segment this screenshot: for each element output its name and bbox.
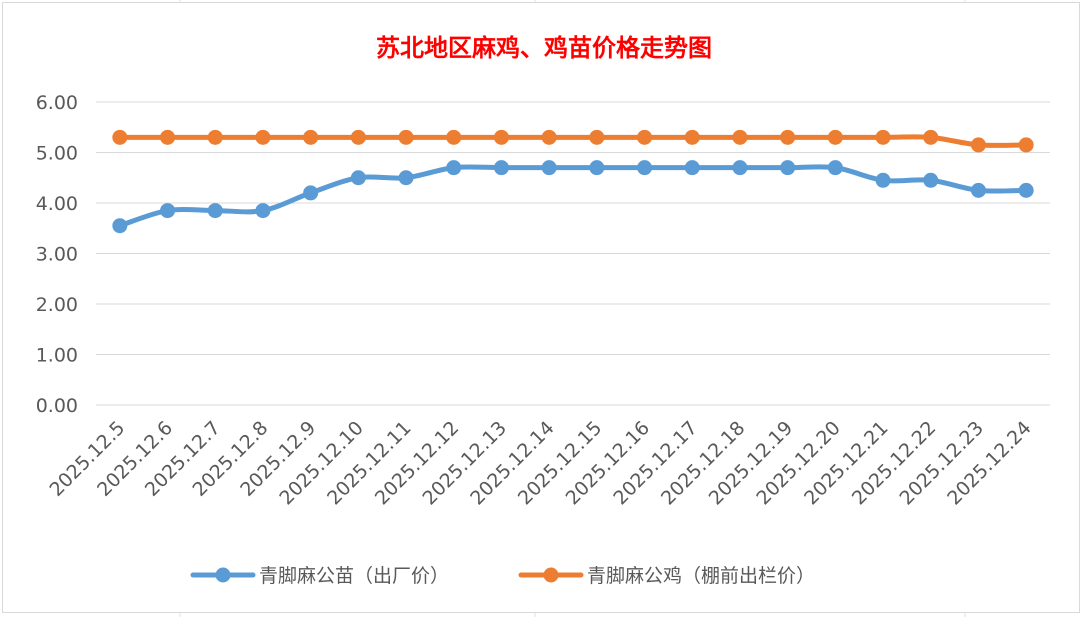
legend[interactable]: 青脚麻公苗（出厂价） 青脚麻公鸡（棚前出栏价） bbox=[190, 565, 815, 587]
data-point[interactable] bbox=[398, 129, 414, 145]
legend-swatch-marker bbox=[215, 567, 231, 583]
data-point[interactable] bbox=[637, 129, 653, 145]
y-tick-label: 2.00 bbox=[36, 294, 78, 316]
data-point[interactable] bbox=[207, 203, 223, 219]
y-tick-label: 3.00 bbox=[36, 244, 78, 266]
data-point[interactable] bbox=[350, 129, 366, 145]
data-point[interactable] bbox=[255, 203, 271, 219]
data-point[interactable] bbox=[684, 129, 700, 145]
legend-item-1[interactable]: 青脚麻公鸡（棚前出栏价） bbox=[518, 565, 815, 587]
series-layer bbox=[112, 129, 1034, 234]
data-point[interactable] bbox=[112, 218, 128, 234]
y-tick-label: 6.00 bbox=[36, 92, 78, 114]
data-point[interactable] bbox=[780, 160, 796, 176]
data-point[interactable] bbox=[493, 129, 509, 145]
data-point[interactable] bbox=[112, 129, 128, 145]
legend-item-0[interactable]: 青脚麻公苗（出厂价） bbox=[190, 565, 449, 587]
y-axis-ticks: 0.00 1.00 2.00 3.00 4.00 5.00 6.00 bbox=[36, 92, 78, 417]
y-tick-label: 0.00 bbox=[36, 395, 78, 417]
data-point[interactable] bbox=[493, 160, 509, 176]
line-chart: 苏北地区麻鸡、鸡苗价格走势图 0.00 1.00 2.00 3.00 4.00 5.00 6… bbox=[36, 33, 1050, 587]
data-point[interactable] bbox=[303, 185, 319, 201]
series-1 bbox=[112, 129, 1034, 153]
data-point[interactable] bbox=[1018, 137, 1034, 153]
data-point[interactable] bbox=[446, 160, 462, 176]
data-point[interactable] bbox=[732, 160, 748, 176]
y-tick-label: 4.00 bbox=[36, 193, 78, 215]
legend-label: 青脚麻公鸡（棚前出栏价） bbox=[587, 565, 815, 587]
data-point[interactable] bbox=[637, 160, 653, 176]
data-point[interactable] bbox=[923, 129, 939, 145]
data-point[interactable] bbox=[732, 129, 748, 145]
data-point[interactable] bbox=[827, 129, 843, 145]
data-point[interactable] bbox=[160, 203, 176, 219]
series-0 bbox=[112, 160, 1034, 234]
legend-label: 青脚麻公苗（出厂价） bbox=[259, 565, 449, 587]
data-point[interactable] bbox=[160, 129, 176, 145]
gridlines bbox=[96, 101, 1050, 406]
data-point[interactable] bbox=[1018, 182, 1034, 198]
y-tick-label: 5.00 bbox=[36, 143, 78, 165]
data-point[interactable] bbox=[350, 170, 366, 186]
data-point[interactable] bbox=[541, 129, 557, 145]
data-point[interactable] bbox=[875, 129, 891, 145]
series-line bbox=[117, 164, 1029, 229]
legend-swatch-marker bbox=[543, 567, 559, 583]
data-point[interactable] bbox=[207, 129, 223, 145]
data-point[interactable] bbox=[398, 170, 414, 186]
data-point[interactable] bbox=[970, 182, 986, 198]
data-point[interactable] bbox=[875, 172, 891, 188]
chart-title: 苏北地区麻鸡、鸡苗价格走势图 bbox=[376, 33, 712, 62]
data-point[interactable] bbox=[446, 129, 462, 145]
data-point[interactable] bbox=[684, 160, 700, 176]
data-point[interactable] bbox=[923, 172, 939, 188]
data-point[interactable] bbox=[589, 160, 605, 176]
y-tick-label: 1.00 bbox=[36, 345, 78, 367]
data-point[interactable] bbox=[303, 129, 319, 145]
x-axis-ticks: 2025.12.52025.12.62025.12.72025.12.82025… bbox=[45, 417, 1035, 509]
data-point[interactable] bbox=[827, 160, 843, 176]
data-point[interactable] bbox=[255, 129, 271, 145]
data-point[interactable] bbox=[589, 129, 605, 145]
data-point[interactable] bbox=[541, 160, 557, 176]
data-point[interactable] bbox=[780, 129, 796, 145]
data-point[interactable] bbox=[970, 137, 986, 153]
